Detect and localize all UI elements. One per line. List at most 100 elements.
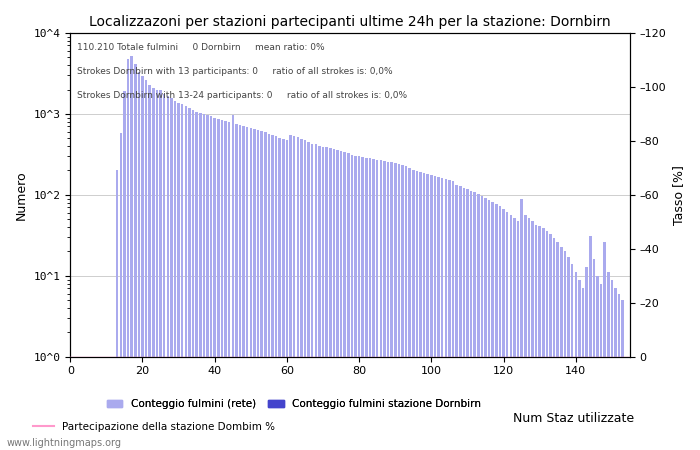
Bar [304,140,307,450]
Bar [412,170,414,450]
Bar [332,149,335,450]
Bar [538,226,541,450]
Bar [195,112,198,450]
Bar [546,231,548,450]
Bar [365,158,368,450]
Bar [220,121,223,450]
Bar [123,91,126,450]
Bar [459,186,461,450]
Bar [513,218,516,450]
Text: www.lightningmaps.org: www.lightningmaps.org [7,438,122,448]
Bar [127,59,130,450]
Bar [246,127,248,450]
Bar [448,180,451,450]
Bar [322,147,324,450]
Bar [564,252,566,450]
Bar [495,204,498,450]
Bar [419,172,422,450]
Bar [344,153,346,450]
Bar [155,90,158,450]
Bar [148,85,151,450]
Bar [520,198,523,450]
Bar [398,164,400,450]
Bar [293,135,295,450]
Bar [369,158,371,450]
Bar [477,194,480,450]
Bar [444,179,447,450]
Bar [481,196,483,450]
Bar [206,115,209,450]
Bar [556,242,559,450]
Bar [138,72,140,450]
Bar [192,110,195,450]
Bar [426,174,429,450]
Bar [167,96,169,450]
Bar [336,150,339,450]
Bar [376,160,379,450]
Bar [542,228,545,450]
Bar [260,131,263,450]
Bar [610,279,613,450]
Bar [524,215,526,450]
Bar [134,64,136,450]
Bar [163,94,165,450]
Bar [553,238,555,450]
Bar [217,119,220,450]
Bar [329,148,332,450]
Bar [517,221,519,450]
Y-axis label: Tasso [%]: Tasso [%] [672,165,685,225]
Bar [120,133,122,450]
Text: Strokes Dornbirn with 13 participants: 0     ratio of all strokes is: 0,0%: Strokes Dornbirn with 13 participants: 0… [77,67,393,76]
Bar [160,90,162,450]
Bar [239,125,241,450]
Bar [463,188,465,450]
Bar [228,122,230,450]
Bar [596,276,598,450]
Bar [250,128,252,450]
Bar [408,168,411,450]
Bar [510,215,512,450]
Bar [354,156,357,450]
Bar [361,157,364,450]
Bar [145,80,148,450]
Bar [430,175,433,450]
Bar [170,99,173,450]
Bar [188,108,190,450]
Bar [279,138,281,450]
Bar [438,177,440,450]
Bar [267,134,270,450]
Bar [383,161,386,450]
Bar [491,202,494,450]
Bar [214,118,216,450]
Bar [401,165,404,450]
Bar [264,132,267,450]
Text: Num Staz utilizzate: Num Staz utilizzate [513,412,635,425]
Bar [618,294,620,450]
Bar [567,257,570,450]
Bar [210,117,212,450]
Bar [286,140,288,450]
Bar [405,166,407,450]
Bar [473,193,476,450]
Bar [358,157,360,450]
Bar [141,76,144,450]
Bar [615,288,617,450]
Bar [347,153,349,450]
Bar [311,144,314,450]
Bar [589,236,591,450]
Bar [379,160,382,450]
Bar [531,221,533,450]
Bar [603,242,606,450]
Bar [387,162,389,450]
Text: Strokes Dornbirn with 13-24 participants: 0     ratio of all strokes is: 0,0%: Strokes Dornbirn with 13-24 participants… [77,91,407,100]
Bar [575,272,577,450]
Bar [560,247,563,450]
Bar [271,135,274,450]
Bar [394,163,396,450]
Bar [607,272,610,450]
Bar [282,139,285,450]
Bar [372,159,375,450]
Bar [253,129,256,450]
Title: Localizzazoni per stazioni partecipanti ultime 24h per la stazione: Dornbirn: Localizzazoni per stazioni partecipanti … [90,15,611,29]
Bar [174,101,176,450]
